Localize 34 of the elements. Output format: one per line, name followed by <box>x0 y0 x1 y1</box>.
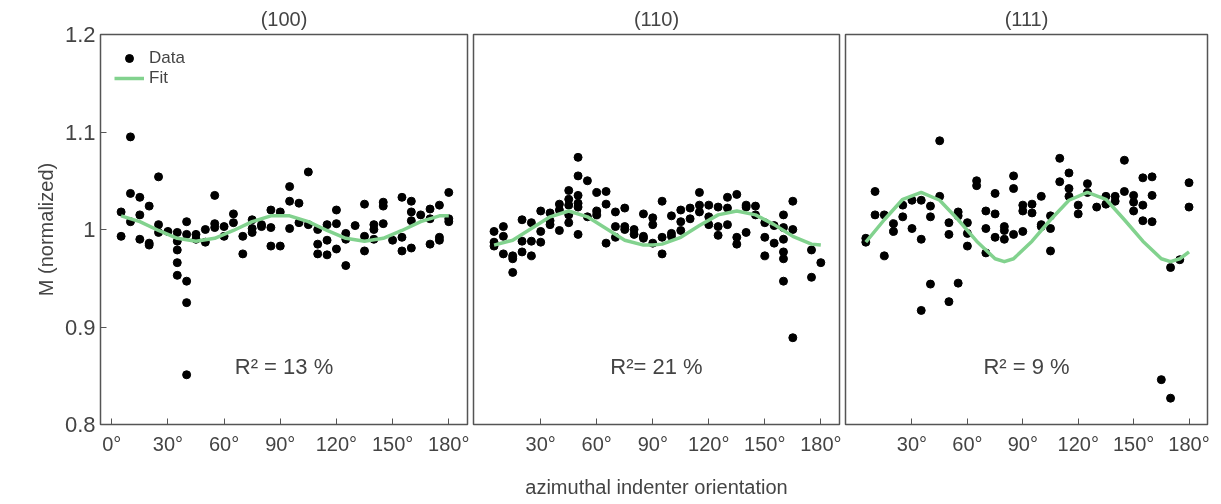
x-tick-label: 150° <box>1112 432 1155 455</box>
x-tick-label: 180° <box>1168 432 1210 455</box>
x-tick-label: 180° <box>800 432 842 455</box>
y-tick-label: 1.1 <box>64 119 96 145</box>
legend-label: Fit <box>149 68 169 88</box>
legend-label: Data <box>149 48 185 68</box>
chart-title: (100) <box>260 7 308 30</box>
y-tick-label: 0.9 <box>64 314 96 340</box>
x-tick-label: 180° <box>428 432 470 455</box>
x-tick-label: 90° <box>265 432 296 455</box>
x-tick-label: 60° <box>952 432 983 455</box>
chart-title: (110) <box>633 7 680 30</box>
y-axis-title: M (normalized) <box>34 162 57 297</box>
x-tick-label: 150° <box>744 432 786 455</box>
x-tick-label: 120° <box>1057 432 1099 455</box>
x-tick-label: 90° <box>637 432 668 455</box>
x-tick-label: 30° <box>152 432 184 455</box>
annotation: R² = 13 % <box>234 353 334 379</box>
annotation: R²= 21 % <box>610 353 703 379</box>
x-tick-label: 30° <box>525 432 556 455</box>
x-tick-label: 0° <box>102 432 122 455</box>
x-tick-label: 30° <box>896 432 928 455</box>
x-axis-title: azimuthal indenter orientation <box>525 475 788 498</box>
x-tick-label: 90° <box>1007 432 1038 455</box>
y-tick-label: 0.8 <box>64 412 96 437</box>
x-tick-label: 60° <box>581 432 612 455</box>
y-tick-label: 1 <box>83 217 96 242</box>
annotation: R² = 9 % <box>983 353 1070 379</box>
y-tick-label: 1.2 <box>64 22 96 47</box>
x-tick-label: 150° <box>371 432 414 455</box>
chart-title: (111) <box>1004 7 1049 30</box>
x-tick-label: 60° <box>208 432 240 455</box>
x-tick-label: 120° <box>315 432 358 455</box>
x-tick-label: 120° <box>688 432 730 455</box>
